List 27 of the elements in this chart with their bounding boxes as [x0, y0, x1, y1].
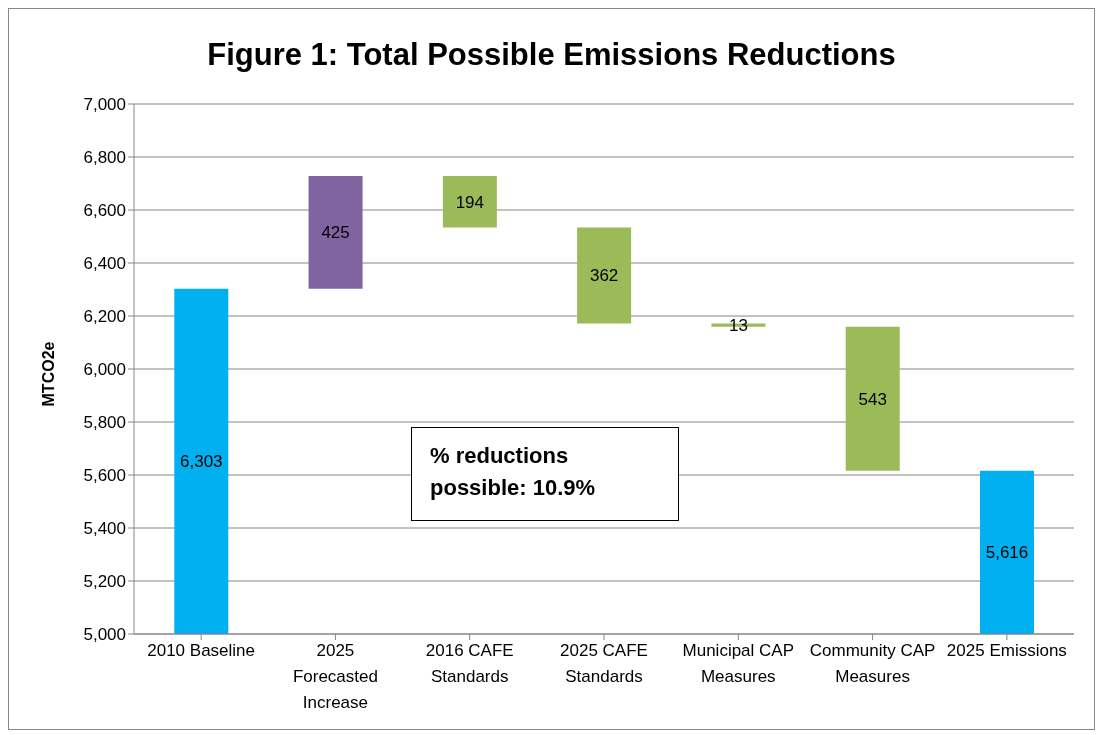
- data-label: 5,616: [985, 543, 1029, 563]
- x-tick-label: Community CAP Measures: [809, 641, 936, 686]
- y-tick-label: 6,400: [83, 254, 126, 274]
- x-tick-label: 2025 CAFE Standards: [560, 641, 648, 686]
- y-tick-label: 5,000: [83, 625, 126, 645]
- y-tick-label: 6,600: [83, 201, 126, 221]
- y-tick-label: 6,200: [83, 307, 126, 327]
- y-tick-label: 5,400: [83, 519, 126, 539]
- y-tick-label: 6,000: [83, 360, 126, 380]
- data-label: 425: [321, 223, 350, 243]
- data-label: 194: [455, 192, 485, 212]
- y-tick-label: 5,200: [83, 572, 126, 592]
- x-tick-label: 2010 Baseline: [147, 641, 256, 660]
- x-tick-label: 2025 Emissions: [946, 641, 1067, 660]
- chart-title: Figure 1: Total Possible Emissions Reductions: [206, 37, 897, 73]
- x-tick-label: 2016 CAFE Standards: [425, 641, 514, 686]
- data-label: 362: [589, 266, 619, 286]
- x-tick-label: 2025 Forecasted Increase: [292, 641, 378, 712]
- y-tick-label: 5,800: [83, 413, 126, 433]
- y-tick-label: 7,000: [83, 95, 126, 115]
- y-tick-label: 5,600: [83, 466, 126, 486]
- x-tick-label: Municipal CAP Measures: [682, 641, 795, 686]
- y-tick-label: 6,800: [83, 148, 126, 168]
- data-label: 6,303: [180, 452, 223, 472]
- y-axis-title: MTCO2e: [40, 341, 58, 407]
- data-label: 543: [858, 389, 887, 409]
- note-box: % reductions possible: 10.9%: [411, 427, 679, 521]
